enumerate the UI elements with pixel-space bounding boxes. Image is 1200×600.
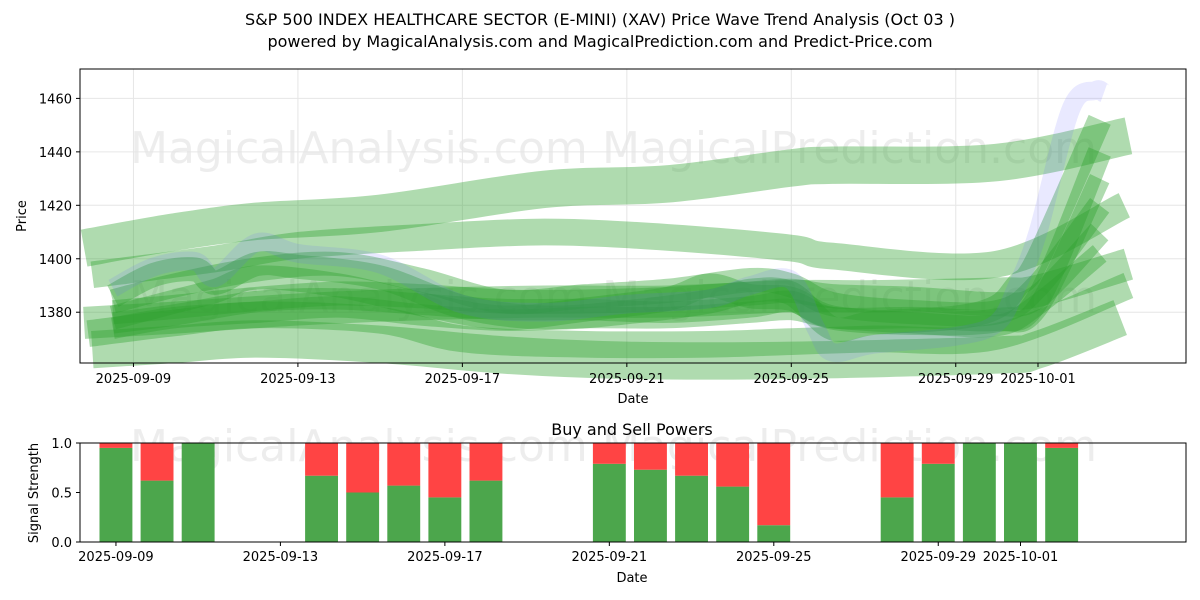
- sell-power-bar: [469, 443, 503, 481]
- sell-power-bar: [880, 443, 914, 498]
- sell-power-bar: [921, 443, 955, 464]
- price-chart: 2025-09-09 2025-09-13 2025-09-17 2025-09-21…: [15, 68, 1187, 407]
- sell-power-bar: [675, 443, 708, 476]
- signal-x-tick-label: 2025-09-17: [407, 550, 483, 565]
- price-y-tick-label: 1380: [39, 306, 72, 321]
- sell-power-bar: [634, 443, 667, 470]
- buy-power-bar: [469, 480, 503, 542]
- watermark-analysis-top: MagicalAnalysis.com: [130, 123, 588, 174]
- buy-power-bar: [428, 497, 462, 542]
- watermark-prediction-top: MagicalPrediction.com: [602, 123, 1097, 174]
- price-wave-band-green: [83, 248, 1134, 339]
- price-x-ticks: 2025-09-09 2025-09-13 2025-09-17 2025-09-21…: [96, 363, 1076, 387]
- sell-power-bar: [346, 443, 380, 493]
- buy-power-bar: [346, 492, 380, 542]
- signal-x-tick-label: 2025-10-01: [983, 550, 1059, 565]
- signal-chart: Buy and Sell Powers 2025-09-09 2025-09-13…: [27, 420, 1187, 586]
- sell-power-bar: [140, 443, 174, 481]
- signal-y-ticks: 0.0 0.5 1.0: [51, 437, 80, 551]
- price-plot-frame: [79, 68, 1187, 364]
- signal-x-axis-label: Date: [616, 571, 647, 586]
- price-y-ticks: 1380 1400 1420 1440 1460: [39, 92, 80, 321]
- signal-x-tick-label: 2025-09-25: [736, 550, 812, 565]
- price-wave-band-green: [111, 173, 1110, 334]
- buy-power-bar: [99, 447, 133, 542]
- signal-y-tick-label: 1.0: [51, 437, 72, 452]
- buy-power-bar: [675, 475, 708, 542]
- buy-power-bar: [634, 469, 667, 542]
- sell-power-bar: [99, 443, 133, 448]
- signal-chart-title: Buy and Sell Powers: [551, 420, 713, 439]
- figure-subtitle: powered by MagicalAnalysis.com and Magic…: [267, 32, 932, 51]
- buy-power-bar: [387, 485, 421, 542]
- price-y-tick-label: 1420: [39, 199, 72, 214]
- watermark-prediction-mid: MagicalPrediction.com: [602, 272, 1097, 323]
- sell-power-bar: [305, 443, 338, 476]
- signal-bars: [99, 443, 1079, 542]
- price-wave-band-green: [111, 223, 1109, 325]
- figure-title: S&P 500 INDEX HEALTHCARE SECTOR (E-MINI)…: [245, 10, 955, 29]
- price-x-tick-label: 2025-09-21: [589, 372, 665, 387]
- signal-y-axis-label: Signal Strength: [27, 443, 42, 543]
- price-grid: [80, 69, 1186, 363]
- price-wave-band-green: [109, 147, 1111, 336]
- buy-power-bar: [592, 463, 626, 542]
- signal-x-tick-label: 2025-09-29: [900, 550, 976, 565]
- buy-power-bar: [140, 480, 174, 542]
- price-y-axis-label: Price: [15, 200, 30, 232]
- signal-x-tick-label: 2025-09-09: [78, 550, 154, 565]
- sell-power-bar: [428, 443, 462, 498]
- price-x-tick-label: 2025-10-01: [1000, 372, 1076, 387]
- buy-power-bar: [921, 463, 955, 542]
- buy-power-bar: [181, 443, 215, 542]
- price-x-tick-label: 2025-09-09: [96, 372, 172, 387]
- price-wave-band-green: [86, 273, 1134, 359]
- price-x-tick-label: 2025-09-13: [260, 372, 336, 387]
- buy-power-bar: [305, 475, 338, 542]
- sell-power-bar: [1045, 443, 1079, 448]
- signal-y-tick-label: 0.5: [51, 487, 72, 502]
- price-x-tick-label: 2025-09-17: [425, 372, 501, 387]
- price-y-tick-label: 1460: [39, 92, 72, 107]
- price-x-axis-label: Date: [617, 392, 648, 407]
- buy-power-bar: [1045, 447, 1079, 542]
- price-y-tick-label: 1440: [39, 146, 72, 161]
- signal-x-tick-label: 2025-09-21: [572, 550, 648, 565]
- signal-x-tick-label: 2025-09-13: [243, 550, 319, 565]
- price-wave-band-green: [107, 114, 1111, 342]
- price-wave-band-blue: [108, 80, 1111, 363]
- price-wave-band-green: [90, 193, 1131, 289]
- sell-power-bar: [592, 443, 626, 464]
- signal-x-ticks: 2025-09-09 2025-09-13 2025-09-17 2025-09-21…: [78, 542, 1058, 565]
- sell-power-bar: [757, 443, 791, 526]
- buy-power-bar: [1004, 443, 1037, 542]
- sell-power-bar: [387, 443, 421, 486]
- buy-power-bar: [880, 497, 914, 542]
- signal-y-tick-label: 0.0: [51, 536, 72, 551]
- price-wave-band-green: [110, 245, 1107, 339]
- buy-power-bar: [757, 525, 791, 542]
- buy-power-bar: [716, 486, 750, 542]
- price-wave-band-green: [109, 197, 1110, 327]
- price-x-tick-label: 2025-09-29: [918, 372, 994, 387]
- price-wave-band-green: [80, 117, 1133, 267]
- price-y-tick-label: 1400: [39, 253, 72, 268]
- price-wave-band-green: [91, 300, 1128, 380]
- watermark-analysis-mid: MagicalAnalysis.com: [130, 272, 588, 323]
- sell-power-bar: [716, 443, 750, 487]
- price-x-tick-label: 2025-09-25: [754, 372, 830, 387]
- buy-power-bar: [962, 443, 996, 542]
- price-wave-bands: [80, 80, 1134, 380]
